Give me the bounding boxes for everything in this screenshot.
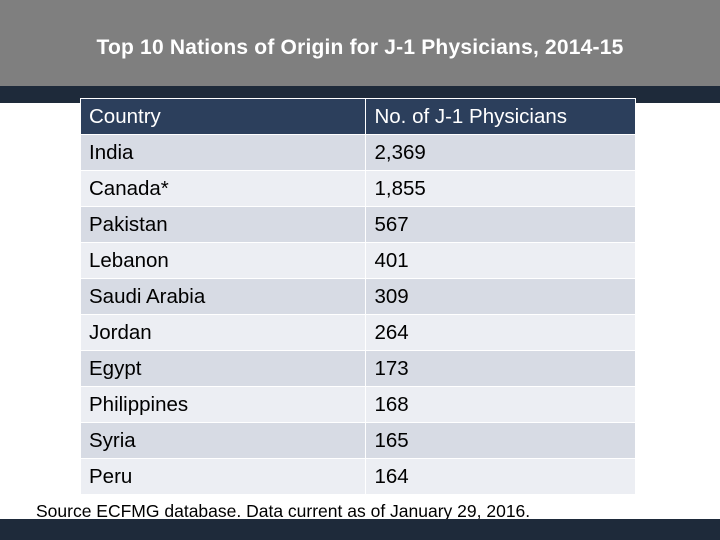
table-row: Canada* 1,855	[79, 170, 636, 207]
slide-title: Top 10 Nations of Origin for J-1 Physici…	[96, 36, 624, 59]
table-row: Peru 164	[79, 458, 636, 495]
cell-country: Egypt	[79, 350, 367, 387]
cell-country: Peru	[79, 458, 367, 495]
table-row: Pakistan 567	[79, 206, 636, 243]
table-row: Jordan 264	[79, 314, 636, 351]
cell-count: 2,369	[365, 134, 636, 171]
table-row: Philippines 168	[79, 386, 636, 423]
cell-count: 401	[365, 242, 636, 279]
table-row: Syria 165	[79, 422, 636, 459]
table-row: India 2,369	[79, 134, 636, 171]
title-bar: Top 10 Nations of Origin for J-1 Physici…	[0, 0, 720, 86]
cell-country: Jordan	[79, 314, 367, 351]
cell-country: India	[79, 134, 367, 171]
table-row: Lebanon 401	[79, 242, 636, 279]
cell-count: 164	[365, 458, 636, 495]
source-note: Source ECFMG database. Data current as o…	[36, 501, 531, 521]
cell-country: Philippines	[79, 386, 367, 423]
cell-count: 173	[365, 350, 636, 387]
cell-country: Saudi Arabia	[79, 278, 367, 315]
cell-country: Canada*	[79, 170, 367, 207]
cell-country: Syria	[79, 422, 367, 459]
header-country: Country	[79, 98, 367, 135]
table-header-row: Country No. of J-1 Physicians	[79, 98, 636, 135]
cell-country: Pakistan	[79, 206, 367, 243]
cell-count: 165	[365, 422, 636, 459]
cell-count: 309	[365, 278, 636, 315]
cell-count: 567	[365, 206, 636, 243]
physicians-table: Country No. of J-1 Physicians India 2,369…	[79, 98, 636, 495]
table-row: Egypt 173	[79, 350, 636, 387]
cell-count: 1,855	[365, 170, 636, 207]
header-count: No. of J-1 Physicians	[365, 98, 636, 135]
table-row: Saudi Arabia 309	[79, 278, 636, 315]
cell-count: 264	[365, 314, 636, 351]
cell-country: Lebanon	[79, 242, 367, 279]
cell-count: 168	[365, 386, 636, 423]
footer-accent-band	[0, 519, 720, 540]
